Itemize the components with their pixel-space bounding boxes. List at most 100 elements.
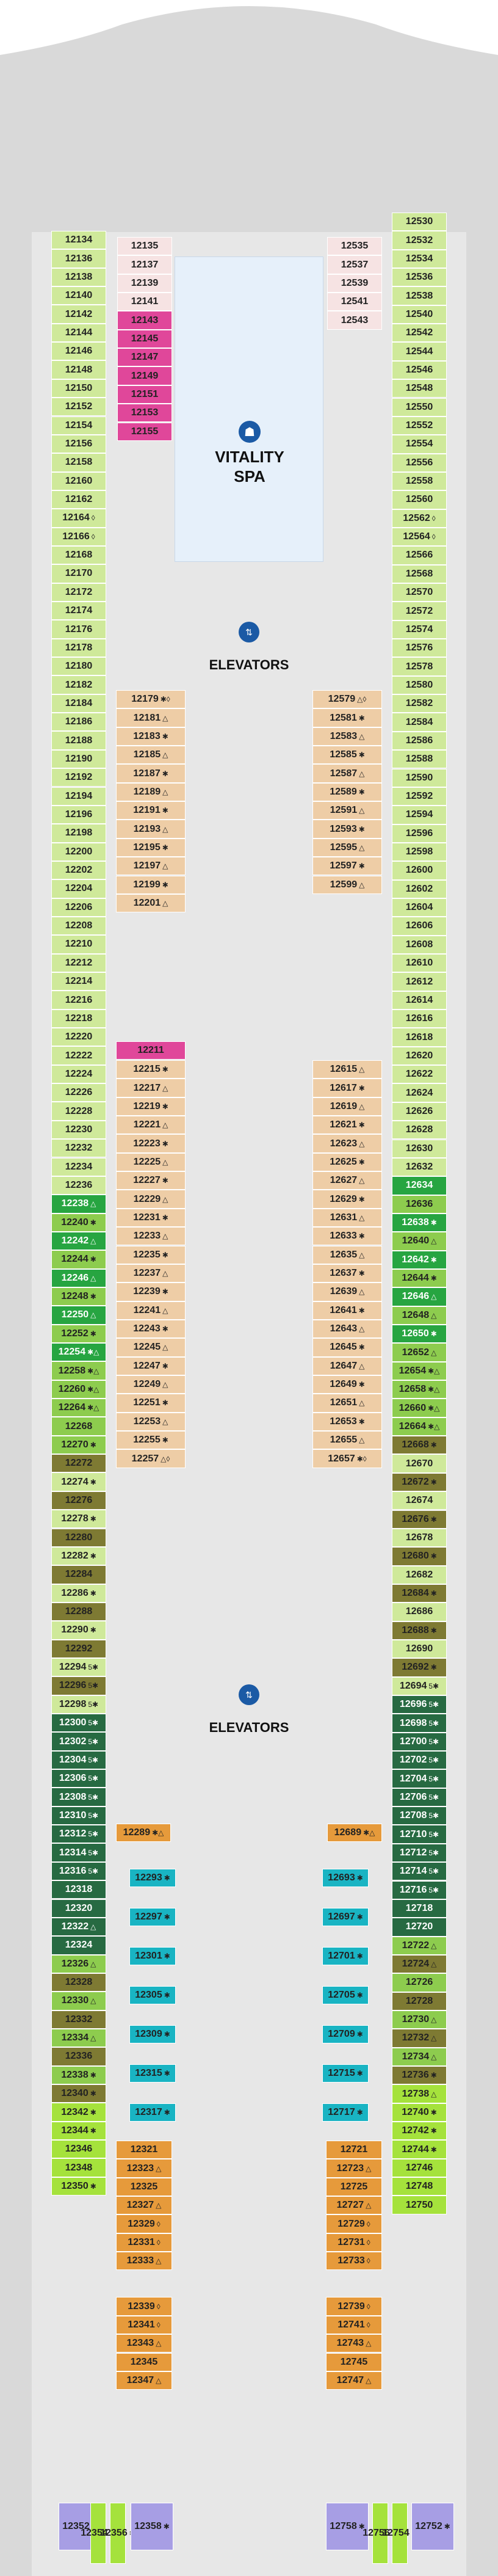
cabin-12155[interactable]: 12155 — [117, 422, 172, 441]
cabin-12552[interactable]: 12552 — [392, 416, 447, 435]
cabin-12238[interactable]: 12238 △ — [51, 1195, 106, 1213]
cabin-12298[interactable]: 12298 5✱ — [51, 1695, 106, 1714]
cabin-12602[interactable]: 12602 — [392, 879, 447, 898]
cabin-12149[interactable]: 12149 — [117, 366, 172, 385]
cabin-12237[interactable]: 12237 △ — [116, 1264, 186, 1283]
cabin-12331[interactable]: 12331 ◊ — [116, 2233, 172, 2252]
cabin-12170[interactable]: 12170 — [51, 564, 106, 583]
cabin-12333[interactable]: 12333 △ — [116, 2252, 172, 2271]
cabin-12317[interactable]: 12317 ✱ — [129, 2103, 176, 2122]
cabin-12329[interactable]: 12329 ◊ — [116, 2214, 172, 2233]
cabin-12657[interactable]: 12657 ✱◊ — [312, 1449, 382, 1468]
cabin-12326[interactable]: 12326 △ — [51, 1954, 106, 1973]
cabin-12634[interactable]: 12634 — [392, 1176, 447, 1195]
cabin-12289[interactable]: 12289 ✱△ — [116, 1824, 171, 1842]
cabin-12564[interactable]: 12564 ◊ — [392, 527, 447, 547]
cabin-12212[interactable]: 12212 — [51, 953, 106, 972]
cabin-12180[interactable]: 12180 — [51, 657, 106, 676]
cabin-12652[interactable]: 12652 △ — [392, 1343, 447, 1362]
cabin-12246[interactable]: 12246 △ — [51, 1268, 106, 1287]
cabin-12740[interactable]: 12740 ✱ — [392, 2103, 447, 2122]
cabin-12672[interactable]: 12672 ✱ — [392, 1472, 447, 1492]
cabin-12595[interactable]: 12595 △ — [312, 838, 382, 857]
cabin-12135[interactable]: 12135 — [117, 237, 172, 256]
cabin-12250[interactable]: 12250 △ — [51, 1306, 106, 1325]
cabin-12712[interactable]: 12712 5✱ — [392, 1843, 447, 1863]
cabin-12680[interactable]: 12680 ✱ — [392, 1547, 447, 1566]
cabin-12251[interactable]: 12251 ✱ — [116, 1394, 186, 1413]
cabin-12688[interactable]: 12688 ✱ — [392, 1621, 447, 1640]
cabin-12231[interactable]: 12231 ✱ — [116, 1208, 186, 1228]
cabin-12716[interactable]: 12716 5✱ — [392, 1880, 447, 1899]
cabin-12720[interactable]: 12720 — [392, 1918, 447, 1937]
cabin-12639[interactable]: 12639 △ — [312, 1283, 382, 1301]
cabin-12288[interactable]: 12288 — [51, 1602, 106, 1621]
cabin-12297[interactable]: 12297 ✱ — [129, 1908, 176, 1926]
cabin-12347[interactable]: 12347 △ — [116, 2371, 172, 2390]
cabin-12539[interactable]: 12539 — [327, 274, 382, 293]
cabin-12754[interactable]: 12754✱ — [382, 2503, 417, 2564]
cabin-12309[interactable]: 12309 ✱ — [129, 2025, 176, 2043]
cabin-12154[interactable]: 12154 — [51, 416, 106, 435]
cabin-12195[interactable]: 12195 ✱ — [116, 838, 186, 857]
cabin-12208[interactable]: 12208 — [51, 916, 106, 936]
cabin-12272[interactable]: 12272 — [51, 1454, 106, 1473]
cabin-12536[interactable]: 12536 — [392, 268, 447, 287]
cabin-12616[interactable]: 12616 — [392, 1010, 447, 1028]
cabin-12705[interactable]: 12705 ✱ — [322, 1986, 369, 2004]
cabin-12690[interactable]: 12690 — [392, 1639, 447, 1659]
cabin-12325[interactable]: 12325 — [116, 2177, 172, 2197]
cabin-12324[interactable]: 12324 — [51, 1936, 106, 1955]
cabin-12562[interactable]: 12562 ◊ — [392, 509, 447, 528]
cabin-12221[interactable]: 12221 △ — [116, 1116, 186, 1135]
cabin-12230[interactable]: 12230 — [51, 1120, 106, 1140]
cabin-12341[interactable]: 12341 ◊ — [116, 2315, 172, 2335]
cabin-12635[interactable]: 12635 △ — [312, 1245, 382, 1264]
cabin-12240[interactable]: 12240 ✱ — [51, 1213, 106, 1232]
cabin-12242[interactable]: 12242 △ — [51, 1231, 106, 1251]
cabin-12356[interactable]: 12356✱ — [100, 2503, 135, 2564]
cabin-12645[interactable]: 12645 ✱ — [312, 1338, 382, 1357]
cabin-12534[interactable]: 12534 — [392, 249, 447, 269]
cabin-12193[interactable]: 12193 △ — [116, 820, 186, 839]
cabin-12343[interactable]: 12343 △ — [116, 2334, 172, 2353]
cabin-12158[interactable]: 12158 — [51, 453, 106, 472]
cabin-12741[interactable]: 12741 ◊ — [326, 2315, 382, 2335]
cabin-12227[interactable]: 12227 ✱ — [116, 1171, 186, 1190]
cabin-12264[interactable]: 12264 ✱△ — [51, 1399, 106, 1417]
cabin-12684[interactable]: 12684 ✱ — [392, 1584, 447, 1603]
cabin-12568[interactable]: 12568 — [392, 564, 447, 583]
cabin-12722[interactable]: 12722 △ — [392, 1936, 447, 1955]
cabin-12236[interactable]: 12236 — [51, 1176, 106, 1195]
cabin-12633[interactable]: 12633 ✱ — [312, 1227, 382, 1246]
cabin-12587[interactable]: 12587 △ — [312, 764, 382, 783]
cabin-12721[interactable]: 12721 — [326, 2141, 382, 2159]
cabin-12628[interactable]: 12628 — [392, 1121, 447, 1140]
cabin-12162[interactable]: 12162 — [51, 490, 106, 509]
cabin-12717[interactable]: 12717 ✱ — [322, 2103, 369, 2122]
cabin-12232[interactable]: 12232 — [51, 1139, 106, 1158]
cabin-12745[interactable]: 12745 — [326, 2352, 382, 2371]
cabin-12300[interactable]: 12300 5✱ — [51, 1714, 106, 1733]
cabin-12219[interactable]: 12219 ✱ — [116, 1097, 186, 1116]
cabin-12589[interactable]: 12589 ✱ — [312, 782, 382, 802]
cabin-12202[interactable]: 12202 — [51, 860, 106, 880]
cabin-12742[interactable]: 12742 ✱ — [392, 2122, 447, 2141]
cabin-12709[interactable]: 12709 ✱ — [322, 2025, 369, 2043]
cabin-12258[interactable]: 12258 ✱△ — [51, 1361, 106, 1380]
cabin-12636[interactable]: 12636 — [392, 1195, 447, 1213]
cabin-12647[interactable]: 12647 △ — [312, 1356, 382, 1375]
cabin-12729[interactable]: 12729 ◊ — [326, 2214, 382, 2233]
cabin-12320[interactable]: 12320 — [51, 1899, 106, 1918]
cabin-12284[interactable]: 12284 — [51, 1565, 106, 1584]
cabin-12358[interactable]: 12358 ✱ — [131, 2503, 173, 2550]
cabin-12350[interactable]: 12350 ✱ — [51, 2177, 106, 2196]
cabin-12544[interactable]: 12544 — [392, 342, 447, 361]
cabin-12310[interactable]: 12310 5✱ — [51, 1806, 106, 1825]
cabin-12588[interactable]: 12588 — [392, 750, 447, 769]
cabin-12620[interactable]: 12620 — [392, 1046, 447, 1066]
cabin-12615[interactable]: 12615 △ — [312, 1060, 382, 1079]
cabin-12145[interactable]: 12145 — [117, 329, 172, 349]
cabin-12318[interactable]: 12318 — [51, 1880, 106, 1899]
cabin-12143[interactable]: 12143 — [117, 311, 172, 330]
